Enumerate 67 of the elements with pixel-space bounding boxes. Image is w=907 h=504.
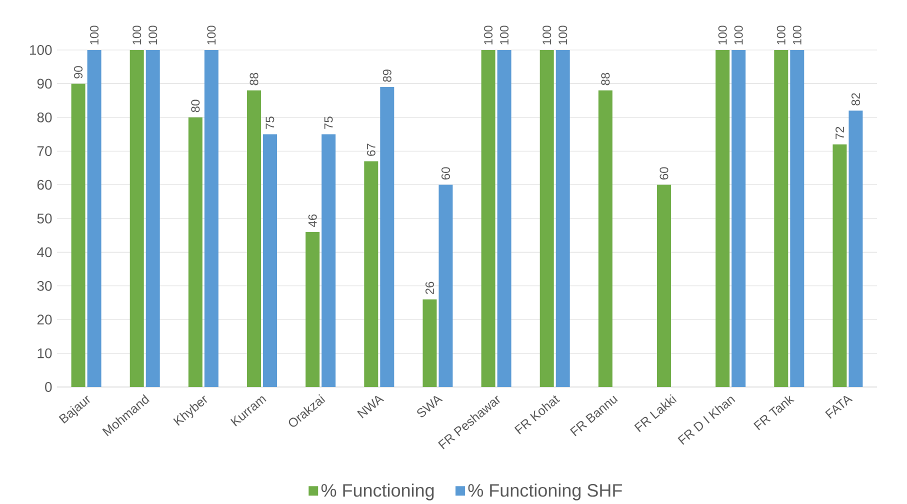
data-label: 75 bbox=[324, 116, 333, 129]
bar bbox=[481, 50, 496, 387]
data-label: 89 bbox=[382, 70, 392, 82]
legend-label: % Functioning bbox=[321, 484, 434, 500]
bar bbox=[146, 50, 160, 387]
data-label: 100 bbox=[90, 26, 99, 44]
data-label: 88 bbox=[601, 72, 610, 86]
bar bbox=[832, 144, 847, 387]
data-label: 100 bbox=[484, 26, 493, 44]
data-label: 67 bbox=[366, 144, 376, 156]
bar bbox=[188, 117, 202, 387]
y-tick-label: 20 bbox=[37, 314, 52, 325]
y-tick-label: 80 bbox=[37, 112, 52, 122]
bar bbox=[848, 110, 863, 387]
data-label: 75 bbox=[266, 116, 274, 129]
x-tick-label: FR Tank bbox=[754, 396, 794, 430]
data-label: 100 bbox=[776, 26, 786, 44]
bar bbox=[732, 50, 746, 387]
y-tick-label: 100 bbox=[30, 45, 52, 55]
y-tick-label: 60 bbox=[37, 180, 52, 190]
bar bbox=[71, 84, 86, 387]
bar bbox=[497, 50, 512, 387]
data-label: 60 bbox=[660, 167, 668, 180]
bar bbox=[204, 50, 218, 387]
data-label: 100 bbox=[148, 26, 158, 44]
bar bbox=[438, 184, 453, 387]
data-label: 100 bbox=[734, 26, 743, 44]
y-tick-label: 40 bbox=[37, 247, 52, 258]
bar bbox=[87, 50, 102, 387]
data-label: 60 bbox=[441, 167, 450, 180]
y-tick-label: 50 bbox=[37, 214, 52, 224]
bar bbox=[540, 50, 554, 387]
data-label: 90 bbox=[74, 66, 83, 78]
bar bbox=[716, 50, 730, 387]
data-label: 100 bbox=[132, 26, 142, 44]
data-label: 80 bbox=[191, 100, 200, 112]
bar bbox=[130, 50, 144, 387]
bar bbox=[306, 232, 320, 387]
bar bbox=[598, 90, 612, 387]
data-label: 100 bbox=[792, 26, 802, 44]
data-label: 82 bbox=[851, 93, 860, 106]
bar bbox=[556, 50, 570, 387]
data-label: 100 bbox=[207, 26, 216, 44]
y-tick-label: 30 bbox=[37, 280, 52, 291]
data-label: 88 bbox=[250, 72, 258, 86]
data-label: 100 bbox=[718, 26, 727, 44]
bar bbox=[380, 87, 394, 387]
y-tick-label: 90 bbox=[37, 78, 52, 89]
data-label: 26 bbox=[425, 282, 434, 294]
data-label: 72 bbox=[836, 126, 844, 140]
y-tick-label: 0 bbox=[45, 382, 52, 392]
bar bbox=[364, 161, 378, 387]
data-label: 100 bbox=[558, 26, 568, 44]
bar bbox=[790, 50, 804, 387]
bar bbox=[774, 50, 788, 387]
bar bbox=[322, 134, 336, 387]
bar bbox=[247, 90, 262, 387]
data-label: 46 bbox=[308, 214, 317, 227]
bar bbox=[422, 299, 437, 387]
data-label: 100 bbox=[542, 26, 552, 44]
data-label: 100 bbox=[500, 26, 509, 44]
y-tick-label: 70 bbox=[37, 146, 52, 156]
x-tick-label: SWA bbox=[417, 396, 443, 418]
bar bbox=[657, 184, 671, 387]
y-tick-label: 10 bbox=[38, 348, 52, 358]
legend-label: % Functioning SHF bbox=[468, 484, 622, 500]
bar bbox=[263, 134, 278, 387]
